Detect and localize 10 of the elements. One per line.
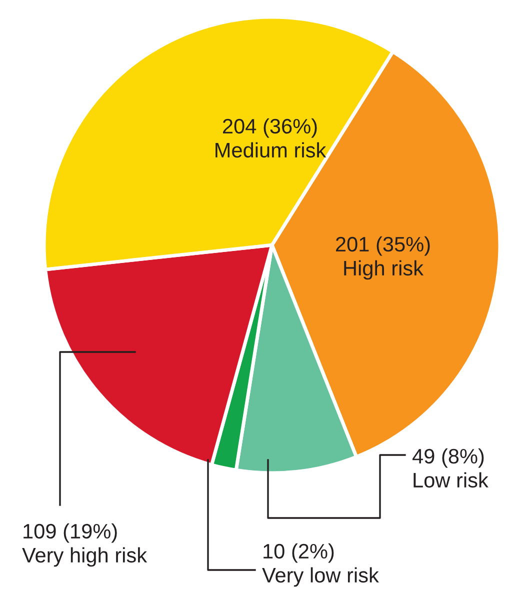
slice-label: Very high risk — [22, 547, 148, 567]
data-label: 49 (8%) — [412, 448, 484, 468]
data-label: 204 (36%) — [222, 118, 317, 138]
slice-label: Low risk — [414, 472, 488, 488]
slice-label: Very low risk — [262, 567, 379, 587]
data-label: 201 (35%) — [336, 236, 430, 256]
slice-label: Medium risk — [216, 142, 326, 158]
data-label: 10 (2%) — [264, 543, 334, 563]
slice-label: High risk — [344, 260, 424, 280]
data-label: 109 (19%) — [24, 523, 117, 543]
